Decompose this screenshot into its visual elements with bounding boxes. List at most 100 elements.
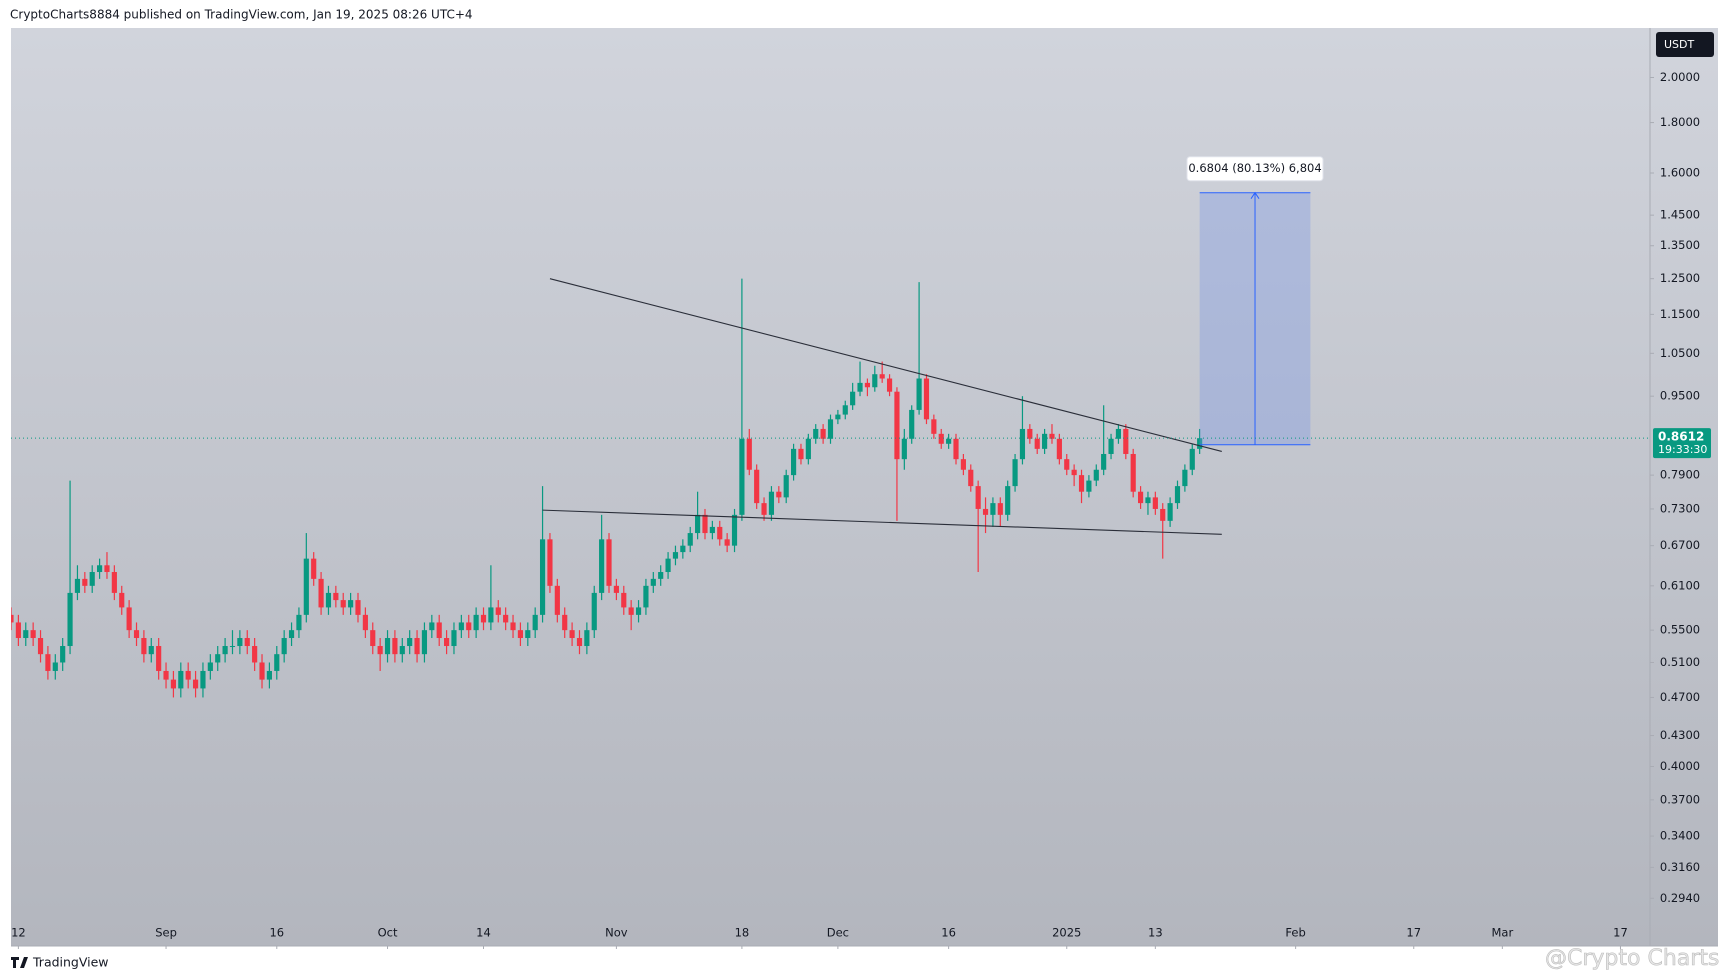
- candle-body: [488, 607, 494, 623]
- candle-body: [901, 438, 907, 460]
- candle-body: [421, 630, 428, 655]
- y-tick-label: 0.6700: [1660, 538, 1700, 552]
- candle-body: [111, 572, 117, 593]
- candle-body: [444, 638, 450, 647]
- candle-body: [244, 638, 250, 647]
- candle-body: [355, 600, 361, 615]
- candle-body: [1064, 459, 1070, 470]
- candle-body: [968, 469, 974, 487]
- candle-body: [650, 578, 656, 586]
- candle-body: [170, 679, 177, 689]
- x-tick-label: 16: [941, 926, 956, 940]
- candle-body: [436, 622, 442, 639]
- candle-body: [215, 654, 221, 663]
- candle-body: [274, 654, 280, 671]
- y-tick-label: 0.7300: [1660, 501, 1700, 515]
- candle-body: [1071, 469, 1077, 476]
- y-tick-label: 1.3500: [1660, 238, 1700, 252]
- currency-badge: [1656, 32, 1714, 57]
- candle-body: [599, 539, 605, 593]
- candle-body: [827, 419, 834, 439]
- x-tick-label: 13: [1148, 926, 1163, 940]
- y-tick-label: 0.4000: [1660, 759, 1700, 773]
- candle-body: [82, 578, 88, 586]
- candle-body: [45, 654, 51, 671]
- candle-body: [458, 622, 464, 631]
- candle-body: [325, 592, 332, 608]
- candle-body: [67, 592, 73, 647]
- candle-body: [1189, 448, 1195, 470]
- candle-body: [916, 378, 922, 410]
- candle-body: [635, 607, 642, 615]
- footer-logo: [11, 957, 28, 968]
- candle-body: [1197, 438, 1203, 449]
- candle-body: [1042, 433, 1048, 449]
- candle-body: [820, 428, 826, 439]
- candle-body: [982, 508, 989, 515]
- y-tick-label: 0.4300: [1660, 728, 1700, 742]
- y-tick-label: 1.0500: [1660, 346, 1700, 360]
- candle-body: [503, 614, 509, 623]
- trend-line: [542, 509, 1222, 535]
- candle-body: [288, 630, 295, 639]
- candle-body: [52, 662, 58, 671]
- x-tick-label: 18: [735, 926, 750, 940]
- candle-body: [702, 514, 708, 534]
- candle-body: [1167, 503, 1173, 521]
- candle-body: [879, 374, 885, 379]
- candle-body: [805, 438, 811, 460]
- candle-body: [886, 378, 893, 392]
- candle-body: [680, 545, 686, 553]
- candle-body: [104, 565, 110, 573]
- candle-body: [532, 614, 538, 631]
- candle-body: [1160, 508, 1166, 521]
- candle-body: [717, 526, 723, 540]
- candle-body: [229, 646, 236, 648]
- candle-body: [30, 630, 36, 639]
- candle-body: [798, 448, 804, 460]
- candle-body: [1137, 491, 1144, 504]
- candle-body: [621, 592, 627, 608]
- y-tick-label: 1.6000: [1660, 166, 1700, 180]
- candle-body: [259, 662, 265, 680]
- candle-body: [791, 448, 797, 476]
- candle-body: [133, 630, 140, 639]
- candle-body: [584, 630, 590, 647]
- candle-body: [1034, 438, 1040, 449]
- candle-body: [665, 558, 671, 573]
- candle-body: [990, 503, 996, 515]
- candle-body: [126, 607, 132, 631]
- currency-label: USDT: [1664, 38, 1695, 51]
- candle-body: [340, 600, 346, 608]
- candle-body: [510, 622, 516, 631]
- candle-body: [377, 646, 383, 655]
- candle-body: [687, 533, 693, 546]
- candle-body: [606, 539, 612, 586]
- y-tick-label: 0.5100: [1660, 655, 1700, 669]
- candle-body: [407, 638, 413, 647]
- candle-body: [783, 475, 789, 498]
- candle-body: [768, 491, 775, 515]
- candle-body: [1019, 428, 1026, 460]
- y-tick-label: 0.3160: [1660, 860, 1700, 874]
- candle-body: [1086, 480, 1092, 492]
- candle-body: [909, 409, 915, 439]
- candle-body: [281, 638, 287, 655]
- x-tick-label: Oct: [378, 926, 398, 940]
- candle-body: [362, 614, 368, 631]
- candle-body: [178, 670, 184, 689]
- candle-body: [11, 614, 14, 623]
- candle-body: [591, 592, 597, 631]
- candle-body: [923, 378, 930, 420]
- candle-body: [835, 414, 841, 420]
- x-tick-label: 14: [476, 926, 491, 940]
- candle-body: [37, 638, 44, 655]
- candle-body: [562, 614, 568, 631]
- candle-body: [1115, 428, 1122, 439]
- candle-body: [1012, 459, 1018, 487]
- candle-body: [547, 539, 553, 586]
- candle-body: [399, 646, 405, 655]
- candle-body: [761, 503, 767, 515]
- candle-body: [672, 552, 679, 559]
- last-price-box: [1653, 428, 1711, 459]
